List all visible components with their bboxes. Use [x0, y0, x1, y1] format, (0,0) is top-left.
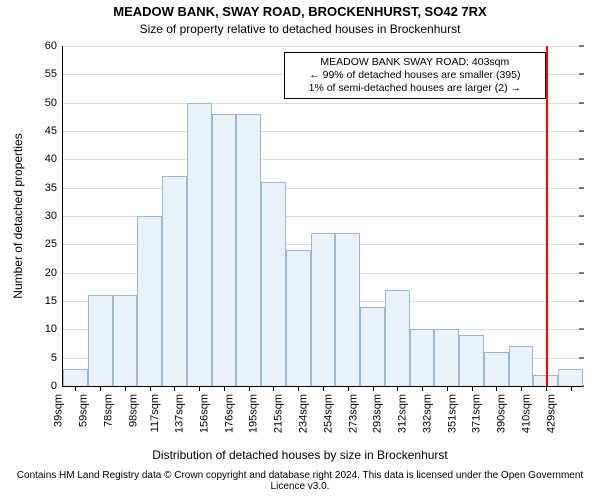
y-tick-label: 55 [45, 68, 63, 80]
histogram-bar [286, 250, 311, 386]
plot-region: 05101520253035404550556039sqm59sqm78sqm9… [62, 46, 583, 387]
gridline [63, 103, 583, 104]
x-tick-label: 39sqm [53, 394, 65, 427]
histogram-bar [162, 176, 187, 386]
y-tick-label: 30 [45, 210, 63, 222]
x-tick-label: 312sqm [396, 394, 408, 433]
y-axis-label: Number of detached properties [11, 133, 25, 298]
y-tick-label: 5 [51, 352, 63, 364]
histogram-bar [509, 346, 534, 386]
x-tick-label: 429sqm [545, 394, 557, 433]
histogram-bar [113, 295, 138, 386]
histogram-bar [484, 352, 509, 386]
x-tick-label: 98sqm [127, 394, 139, 427]
x-tick-label: 234sqm [297, 394, 309, 433]
x-tick-label: 117sqm [149, 394, 161, 432]
histogram-bar [410, 329, 435, 386]
y-tick-label: 60 [45, 40, 63, 52]
x-tick-label: 410sqm [520, 394, 532, 433]
y-tick-label: 35 [45, 182, 63, 194]
marker-line [546, 46, 548, 386]
gridline [63, 188, 583, 189]
x-tick-label: 390sqm [496, 394, 508, 433]
x-tick-label: 156sqm [198, 394, 210, 433]
histogram-bar [212, 114, 237, 386]
gridline [63, 131, 583, 132]
histogram-bar [311, 233, 336, 386]
y-tick-label: 50 [45, 97, 63, 109]
chart-container: MEADOW BANK, SWAY ROAD, BROCKENHURST, SO… [0, 0, 600, 500]
y-tick-label: 40 [45, 153, 63, 165]
x-tick-label: 371sqm [471, 394, 483, 433]
histogram-bar [88, 295, 113, 386]
chart-subtitle: Size of property relative to detached ho… [0, 22, 600, 36]
histogram-bar [63, 369, 88, 386]
annotation-line: 1% of semi-detached houses are larger (2… [291, 82, 539, 95]
x-tick-label: 351sqm [446, 394, 458, 433]
histogram-bar [137, 216, 162, 386]
histogram-bar [459, 335, 484, 386]
chart-footer: Contains HM Land Registry data © Crown c… [0, 470, 600, 492]
gridline [63, 46, 583, 47]
histogram-bar [236, 114, 261, 386]
x-tick-label: 78sqm [102, 394, 114, 427]
gridline [63, 159, 583, 160]
histogram-bar [261, 182, 286, 386]
x-tick-label: 273sqm [347, 394, 359, 433]
y-tick-label: 20 [45, 267, 63, 279]
x-tick-label: 137sqm [174, 394, 186, 433]
y-tick-label: 25 [45, 238, 63, 250]
x-tick-label: 59sqm [78, 394, 90, 427]
histogram-bar [558, 369, 583, 386]
histogram-bar [187, 103, 212, 386]
x-tick-label: 293sqm [372, 394, 384, 433]
x-tick-label: 254sqm [322, 394, 334, 433]
histogram-bar [434, 329, 459, 386]
x-tick-label: 332sqm [421, 394, 433, 433]
histogram-bar [385, 290, 410, 386]
annotation-box: MEADOW BANK SWAY ROAD: 403sqm← 99% of de… [284, 52, 546, 99]
annotation-line: MEADOW BANK SWAY ROAD: 403sqm [291, 56, 539, 69]
x-tick-label: 176sqm [223, 394, 235, 433]
y-tick-label: 10 [45, 323, 63, 335]
y-tick-label: 15 [45, 295, 63, 307]
x-tick-label: 215sqm [273, 394, 285, 433]
annotation-line: ← 99% of detached houses are smaller (39… [291, 69, 539, 82]
chart-title: MEADOW BANK, SWAY ROAD, BROCKENHURST, SO… [0, 4, 600, 19]
x-axis-label: Distribution of detached houses by size … [0, 448, 600, 462]
histogram-bar [335, 233, 360, 386]
histogram-bar [360, 307, 385, 386]
chart-area: 05101520253035404550556039sqm59sqm78sqm9… [62, 46, 582, 386]
x-tick-label: 195sqm [248, 394, 260, 433]
y-tick-label: 0 [51, 380, 63, 392]
y-tick-label: 45 [45, 125, 63, 137]
